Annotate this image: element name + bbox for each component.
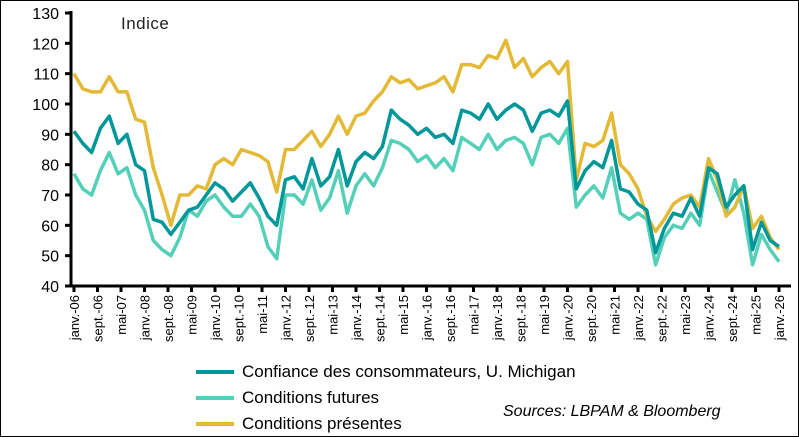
legend-label: Conditions présentes [242,414,402,433]
legend-swatch [196,370,234,374]
x-tick-label: sept.-06 [91,295,106,342]
legend-item-futures: Conditions futures [196,385,576,411]
x-tick-label: janv.-10 [208,295,223,341]
x-tick-label: janv.-12 [279,295,294,341]
y-tick-label: 110 [33,67,59,84]
x-tick-label: janv.-06 [67,295,82,341]
x-tick-label: mai-17 [467,295,482,335]
y-tick-label: 50 [41,249,59,266]
x-tick-label: sept.-24 [725,295,740,342]
x-tick-label: sept.-18 [514,295,529,342]
x-tick-label: janv.-24 [702,295,717,341]
x-tick-label: mai-09 [185,295,200,335]
x-tick-label: mai-23 [678,295,693,335]
series-line-1 [72,126,781,267]
x-tick-label: janv.-16 [420,295,435,341]
x-tick-label: sept.-12 [302,295,317,342]
x-tick-label: mai-21 [608,295,623,335]
x-tick-label: sept.-22 [655,295,670,342]
legend-item-presentes: Conditions présentes [196,411,576,436]
y-tick-label: 60 [41,218,59,235]
source-note: Sources: LBPAM & Bloomberg [503,403,721,420]
y-tick-label: 40 [41,279,59,296]
x-tick-label: janv.-08 [138,295,153,341]
legend-item-confiance: Confiance des consommateurs, U. Michigan [196,359,576,385]
x-tick-label: janv.-26 [772,295,787,341]
x-tick-label: sept.-14 [373,295,388,342]
x-tick-label: sept.-10 [232,295,247,342]
y-tick-label: 100 [32,97,59,114]
y-tick-label: 130 [32,6,59,23]
y-tick-label: 70 [41,188,59,205]
y-tick-label: 120 [32,36,59,53]
legend-swatch [196,396,234,400]
legend-swatch [196,422,234,426]
x-tick-label: mai-07 [114,295,129,335]
unit-label: Indice [121,14,169,33]
x-tick-label: janv.-22 [631,295,646,341]
legend: Confiance des consommateurs, U. Michigan… [196,359,576,436]
legend-label: Conditions futures [242,388,380,407]
legend-label: Confiance des consommateurs, U. Michigan [242,362,576,381]
x-tick-label: janv.-20 [561,295,576,341]
x-tick-label: sept.-16 [443,295,458,342]
x-tick-label: janv.-18 [490,295,505,341]
y-tick-label: 80 [41,158,59,175]
series-line-2 [72,38,781,251]
x-tick-label: sept.-08 [161,295,176,342]
x-tick-label: mai-15 [396,295,411,335]
y-tick-label: 90 [41,127,59,144]
x-tick-label: mai-19 [537,295,552,335]
x-tick-label: mai-13 [326,295,341,335]
x-tick-label: janv.-14 [349,295,364,341]
x-tick-label: sept.-20 [584,295,599,342]
series-line-0 [72,99,780,255]
x-tick-label: mai-25 [749,295,764,335]
x-tick-label: mai-11 [255,295,270,334]
